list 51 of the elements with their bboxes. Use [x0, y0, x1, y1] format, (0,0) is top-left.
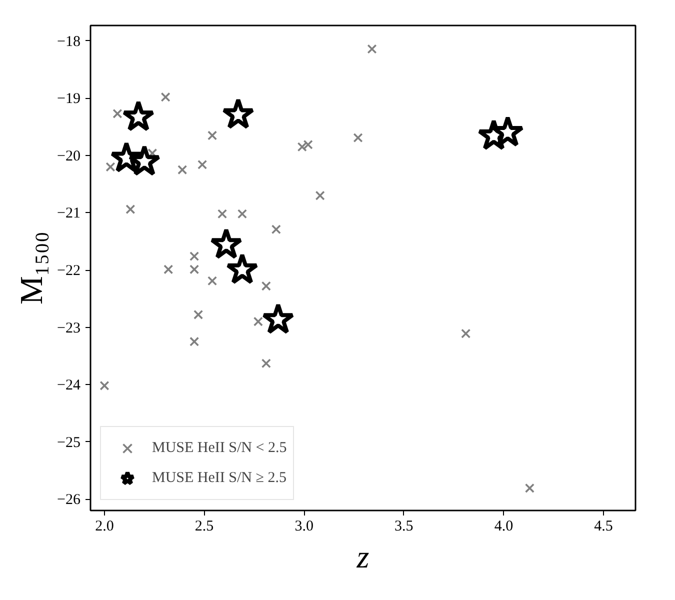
- point: [126, 204, 136, 214]
- y-tick-label: −19: [57, 91, 81, 108]
- point: [271, 224, 281, 234]
- point: [100, 380, 110, 390]
- legend-label: MUSE HeII S/N ≥ 2.5: [152, 470, 286, 486]
- point: [190, 251, 200, 262]
- point: [217, 209, 228, 219]
- y-axis-title: M₁₅₀₀: [13, 231, 50, 305]
- x-tick-label: 2.5: [194, 518, 214, 534]
- point: [222, 98, 254, 129]
- point: [178, 165, 188, 175]
- point: [122, 100, 155, 132]
- point: [190, 336, 200, 346]
- point: [112, 108, 122, 118]
- y-tick-label: −24: [57, 378, 81, 394]
- point: [198, 160, 208, 170]
- point: [524, 483, 534, 493]
- x-axis-title: z: [356, 538, 370, 574]
- point: [164, 264, 174, 274]
- point: [207, 130, 218, 140]
- y-tick-label: −25: [57, 434, 81, 451]
- point: [315, 190, 325, 200]
- point: [190, 264, 200, 274]
- point: [367, 44, 377, 54]
- point: [261, 281, 271, 291]
- point: [237, 209, 248, 219]
- point: [194, 310, 204, 320]
- point: [353, 132, 363, 143]
- point: [207, 276, 218, 286]
- x-tick-label: 4.5: [594, 518, 613, 534]
- point: [262, 302, 294, 334]
- x-tick-label: 3.5: [394, 518, 414, 534]
- y-tick-label: −22: [57, 263, 81, 280]
- y-tick-label: −18: [57, 34, 81, 50]
- point: [491, 116, 524, 147]
- point: [210, 228, 243, 259]
- x-tick-label: 4.0: [494, 518, 514, 534]
- point: [226, 253, 258, 284]
- y-tick-label: −21: [57, 206, 81, 222]
- point: [261, 358, 271, 368]
- x-tick-label: 3.0: [294, 518, 314, 534]
- y-tick-label: −26: [57, 492, 81, 508]
- point: [128, 144, 161, 176]
- x-tick-label: 2.0: [95, 518, 114, 534]
- point: [461, 328, 471, 338]
- y-tick-label: −20: [57, 148, 81, 164]
- point: [253, 316, 263, 326]
- point: [160, 92, 170, 102]
- point: [106, 162, 116, 172]
- legend-label: MUSE HeII S/N < 2.5: [152, 440, 287, 456]
- y-tick-label: −23: [57, 320, 81, 336]
